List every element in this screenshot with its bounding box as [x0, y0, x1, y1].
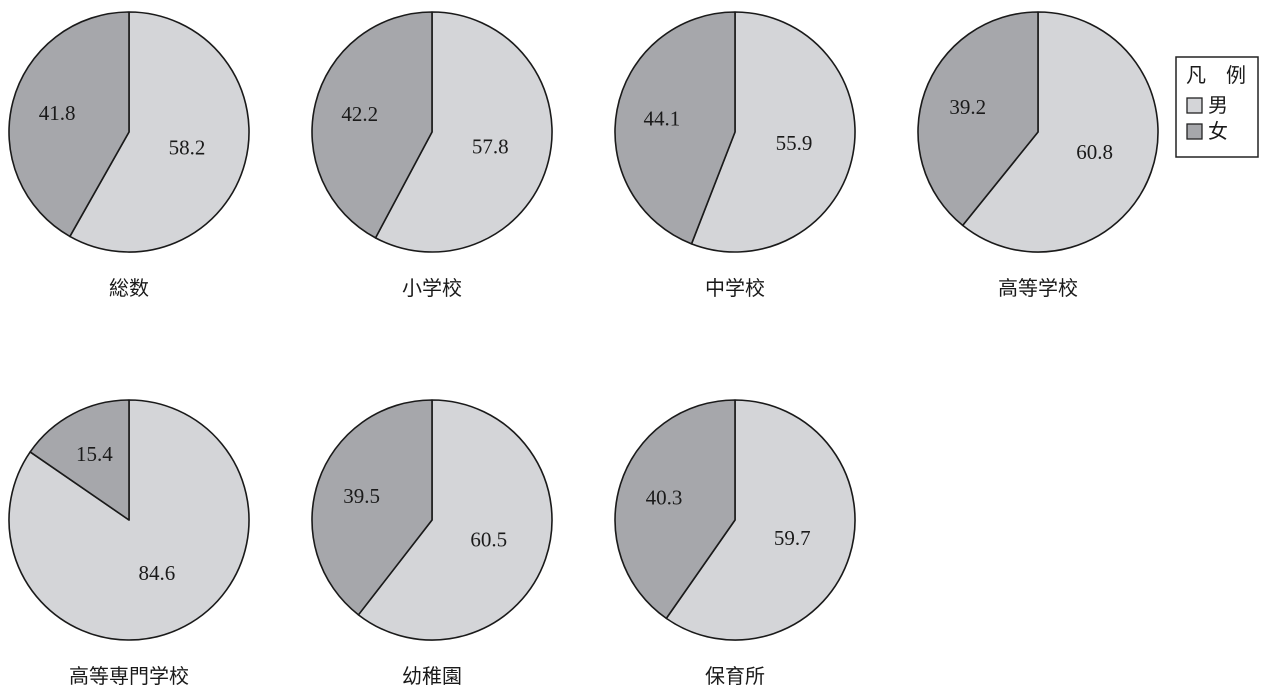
slice-female-high-school: [917, 11, 1039, 227]
category-label-kindergarten: 幼稚園: [402, 664, 462, 688]
pie-elementary: 57.8 42.2 小学校: [311, 11, 553, 300]
label-male-junior-high: 55.9: [776, 131, 813, 155]
pie-total: 58.2 41.8 総数: [8, 11, 250, 300]
pie-kindergarten: 60.5 39.5 幼稚園: [311, 399, 553, 688]
label-male-total: 58.2: [169, 135, 206, 159]
label-female-nursery: 40.3: [646, 486, 683, 510]
slice-female-junior-high: [614, 11, 736, 245]
slice-female-total: [8, 11, 130, 238]
category-label-elementary: 小学校: [402, 276, 462, 300]
slice-male-high-school: [961, 11, 1159, 253]
slice-female-kindergarten: [311, 399, 433, 616]
legend-swatch-male: [1186, 97, 1203, 114]
slice-male-nursery: [665, 399, 856, 641]
pie-junior-high: 55.9 44.1 中学校: [614, 11, 856, 300]
legend-label-female: 女: [1208, 119, 1228, 143]
pie-nursery: 59.7 40.3 保育所: [614, 399, 856, 688]
pie-high-school: 60.8 39.2 高等学校: [917, 11, 1159, 300]
slice-male-elementary: [374, 11, 553, 253]
pie-grid: 58.2 41.8 総数 57.8 42.2 小学校 55.9 44.1 中学校 60.8 39.2…: [8, 11, 1159, 688]
category-label-nursery: 保育所: [705, 664, 765, 688]
legend-title: 凡 例: [1186, 63, 1246, 87]
label-male-elementary: 57.8: [472, 135, 509, 159]
label-female-kindergarten: 39.5: [343, 484, 380, 508]
legend: 凡 例 男 女: [1175, 56, 1259, 158]
label-male-kindergarten: 60.5: [470, 527, 507, 551]
label-female-technical-college: 15.4: [76, 442, 113, 466]
pie-technical-college: 84.6 15.4 高等専門学校: [8, 399, 250, 688]
label-male-nursery: 59.7: [774, 526, 811, 550]
category-label-junior-high: 中学校: [705, 276, 765, 300]
category-label-technical-college: 高等専門学校: [69, 664, 189, 688]
slice-male-junior-high: [690, 11, 856, 253]
slice-female-technical-college: [29, 399, 130, 521]
label-male-technical-college: 84.6: [139, 561, 176, 585]
slice-female-elementary: [311, 11, 433, 239]
legend-swatch-female: [1186, 123, 1203, 140]
category-label-high-school: 高等学校: [998, 276, 1078, 300]
slice-male-kindergarten: [357, 399, 553, 641]
legend-label-male: 男: [1208, 93, 1228, 117]
label-male-high-school: 60.8: [1076, 140, 1113, 164]
slice-male-total: [69, 11, 250, 253]
label-female-high-school: 39.2: [949, 95, 986, 119]
slice-female-nursery: [614, 399, 736, 620]
label-female-junior-high: 44.1: [644, 106, 681, 130]
label-female-total: 41.8: [39, 101, 76, 125]
label-female-elementary: 42.2: [341, 102, 378, 126]
category-label-total: 総数: [109, 276, 149, 300]
slice-male-technical-college: [8, 399, 250, 641]
